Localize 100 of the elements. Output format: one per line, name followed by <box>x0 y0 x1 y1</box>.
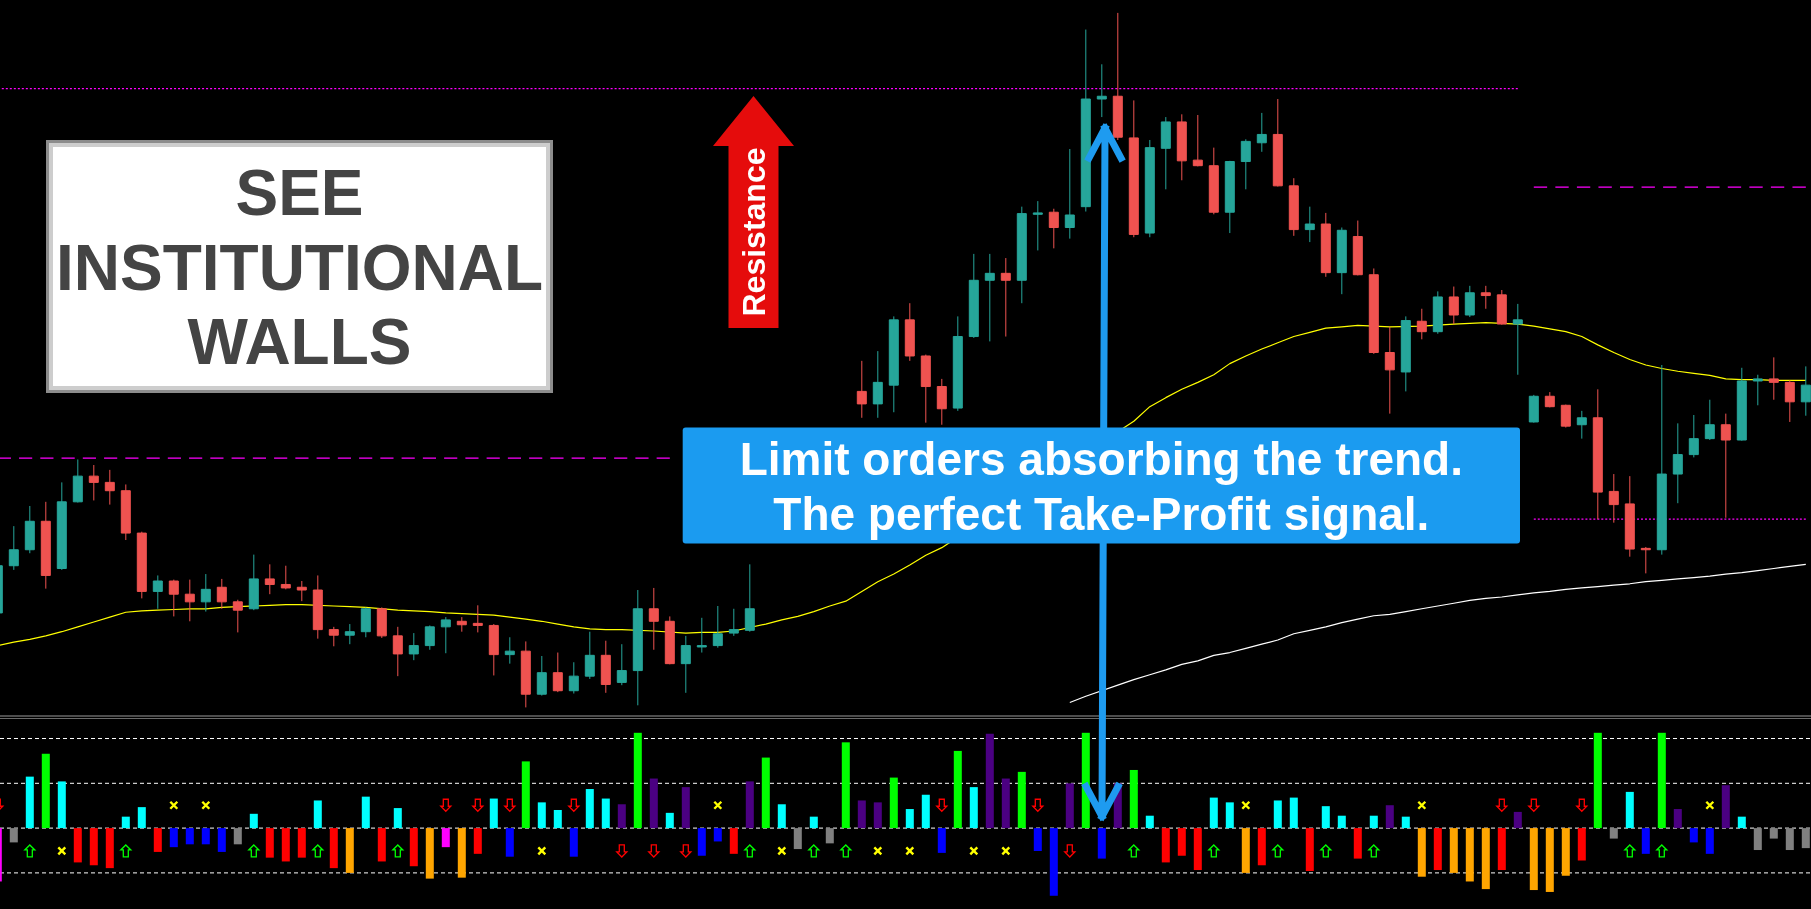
candlestick <box>1080 29 1091 213</box>
candlestick <box>680 635 691 694</box>
bar <box>121 816 130 829</box>
candlestick <box>152 574 163 610</box>
candlestick <box>264 563 275 595</box>
bar <box>89 828 98 866</box>
candlestick <box>1544 391 1555 408</box>
bar <box>201 828 210 845</box>
bar <box>153 828 162 852</box>
bar <box>1097 828 1106 859</box>
bar <box>1369 815 1378 829</box>
candlestick <box>1128 99 1139 238</box>
bar <box>633 732 642 829</box>
bar <box>1145 815 1154 829</box>
bar <box>1193 828 1202 871</box>
candlestick <box>1432 290 1443 335</box>
bar <box>1801 828 1810 849</box>
candlestick <box>72 458 83 504</box>
candlestick <box>1720 413 1731 519</box>
candlestick <box>1768 356 1779 401</box>
candlestick <box>488 623 499 676</box>
bar <box>1529 828 1538 891</box>
candlestick <box>936 378 947 426</box>
candlestick <box>1000 257 1011 338</box>
bar <box>9 828 18 843</box>
bar <box>601 798 610 829</box>
bar <box>441 828 450 848</box>
candlestick <box>440 616 451 654</box>
candlestick <box>1560 404 1571 429</box>
bar <box>1625 791 1634 829</box>
candlestick <box>1256 112 1267 153</box>
candlestick <box>1512 303 1523 376</box>
candlestick <box>1576 410 1587 440</box>
candlestick <box>1304 206 1315 243</box>
bar <box>1337 815 1346 829</box>
candlestick <box>296 580 307 602</box>
bar <box>1257 828 1266 866</box>
bar <box>105 828 114 869</box>
candlestick <box>584 631 595 680</box>
bar <box>1017 771 1026 829</box>
candlestick <box>1016 206 1027 304</box>
bar <box>681 787 690 829</box>
bar <box>1689 828 1698 843</box>
candlestick <box>344 623 355 645</box>
bar <box>1049 828 1058 896</box>
bar <box>937 828 946 853</box>
bar <box>521 761 530 829</box>
bar <box>1705 828 1714 854</box>
candlestick <box>1112 12 1123 141</box>
candlestick <box>40 501 51 590</box>
bar <box>1657 732 1666 829</box>
candlestick <box>168 579 179 617</box>
candlestick <box>1448 286 1459 325</box>
candlestick <box>632 589 643 706</box>
candlestick <box>984 253 995 342</box>
bar <box>1609 828 1618 839</box>
candlestick <box>1624 475 1635 558</box>
bar <box>1273 800 1282 829</box>
candlestick <box>1736 367 1747 442</box>
candlestick <box>1704 399 1715 441</box>
bar <box>425 828 434 879</box>
bar <box>1497 828 1506 871</box>
bar <box>345 828 354 873</box>
candlestick <box>1592 388 1603 520</box>
candlestick <box>1240 138 1251 190</box>
bar <box>73 828 82 863</box>
bar <box>1241 828 1250 873</box>
bar <box>553 809 562 829</box>
candlestick <box>104 469 115 506</box>
candlestick <box>728 608 739 637</box>
candlestick <box>1800 365 1811 417</box>
candlestick <box>472 604 483 633</box>
bar <box>761 757 770 829</box>
bar <box>537 802 546 829</box>
candlestick <box>24 505 35 554</box>
bar <box>313 800 322 829</box>
bar <box>489 798 498 829</box>
annotation: Limit orders absorbing the trend. The perfect Take-Profit signal. <box>739 432 1463 540</box>
candlestick <box>856 360 867 419</box>
candlestick <box>376 606 387 639</box>
bar <box>1481 828 1490 890</box>
bar <box>329 828 338 869</box>
candlestick <box>424 624 435 651</box>
bar <box>1209 797 1218 829</box>
candlestick <box>1160 116 1171 190</box>
candlestick <box>280 565 291 590</box>
bar <box>905 809 914 829</box>
bar <box>1033 828 1042 851</box>
bar <box>809 816 818 829</box>
bar <box>1129 769 1138 829</box>
candlestick <box>888 315 899 413</box>
bar <box>1561 828 1570 876</box>
bar <box>265 828 274 858</box>
candlestick <box>1032 200 1043 251</box>
bar <box>217 828 226 852</box>
candlestick <box>952 315 963 412</box>
candlestick <box>536 655 547 697</box>
candlestick <box>1368 267 1379 355</box>
candlestick <box>1480 285 1491 310</box>
bar <box>1513 811 1522 829</box>
